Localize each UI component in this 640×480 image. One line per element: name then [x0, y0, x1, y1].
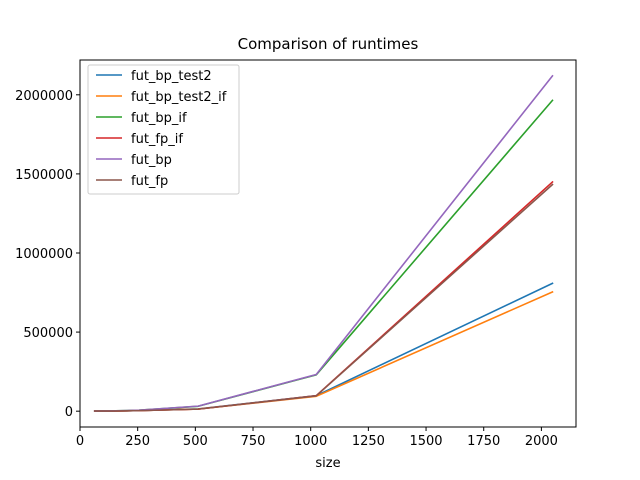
x-tick-label-2: 500 — [183, 434, 208, 449]
series-line-1 — [93, 290, 554, 412]
legend-label-2: fut_bp_if — [131, 111, 187, 126]
axes: 0 250 500 750 1000 1250 1500 1750 2000 0 500000 100… — [15, 59, 577, 449]
x-tick-label-5: 1250 — [352, 434, 385, 449]
x-tick-label-6: 1500 — [409, 434, 442, 449]
y-tick-label-4: 2000000 — [15, 89, 73, 104]
legend-label-0: fut_bp_test2 — [131, 69, 212, 84]
legend-label-4: fut_bp — [131, 153, 172, 168]
legend-label-1: fut_bp_test2_if — [131, 90, 227, 105]
x-tick-label-1: 250 — [125, 434, 150, 449]
x-tick-label-4: 1000 — [294, 434, 327, 449]
legend-label-5: fut_fp — [131, 174, 168, 189]
y-tick-label-2: 1000000 — [15, 247, 73, 262]
series-line-3 — [93, 180, 554, 412]
legend: fut_bp_test2 fut_bp_test2_if fut_bp_if fut_… — [87, 64, 240, 195]
y-tick-label-1: 500000 — [23, 326, 73, 341]
x-tick-label-3: 750 — [241, 434, 266, 449]
x-tick-label-7: 1750 — [467, 434, 500, 449]
y-tick-label-0: 0 — [65, 405, 73, 420]
axes-frame — [79, 59, 577, 428]
x-tick-label-0: 0 — [76, 434, 84, 449]
x-axis-label: size — [315, 456, 340, 471]
plot-area — [93, 74, 554, 412]
chart-title: Comparison of runtimes — [238, 35, 419, 53]
series-line-5 — [93, 183, 554, 412]
series-line-0 — [93, 282, 554, 412]
x-tick-label-8: 2000 — [525, 434, 558, 449]
legend-label-3: fut_fp_if — [131, 132, 183, 147]
legend-box — [87, 64, 240, 195]
y-tick-label-3: 1500000 — [15, 168, 73, 183]
